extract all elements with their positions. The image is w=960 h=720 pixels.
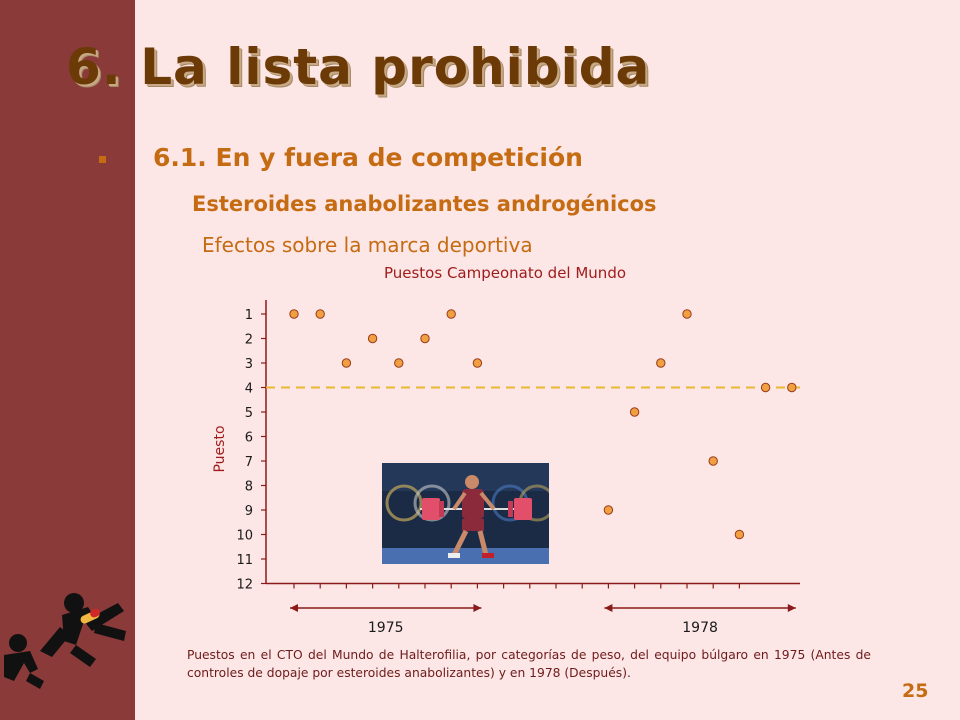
y-tick-label: 3 bbox=[245, 357, 253, 372]
chart-title: Puestos Campeonato del Mundo bbox=[384, 264, 626, 282]
data-point-1975 bbox=[315, 309, 325, 319]
data-point-1975 bbox=[420, 333, 430, 344]
data-point-1975 bbox=[289, 309, 299, 319]
data-point-1975 bbox=[472, 358, 483, 368]
data-point-1978 bbox=[629, 407, 640, 417]
arrow-right-icon bbox=[473, 604, 482, 612]
data-point-1975 bbox=[367, 333, 378, 344]
chart-caption: Puestos en el CTO del Mundo de Halterofi… bbox=[187, 648, 871, 680]
data-point-1978 bbox=[682, 309, 692, 319]
group-label: 1978 bbox=[682, 620, 718, 636]
y-tick-label: 4 bbox=[245, 382, 253, 397]
y-tick-label: 6 bbox=[245, 431, 253, 446]
bullet-icon bbox=[99, 156, 106, 163]
effects-heading: Efectos sobre la marca deportiva bbox=[202, 233, 533, 257]
y-tick-label: 12 bbox=[236, 578, 253, 593]
data-point-1978 bbox=[603, 505, 614, 515]
data-point-1978 bbox=[787, 382, 797, 393]
page-title: 6. La lista prohibida bbox=[66, 38, 651, 96]
data-point-1978 bbox=[760, 382, 771, 393]
anti-doping-logo bbox=[4, 593, 126, 689]
y-tick-label: 2 bbox=[245, 333, 253, 348]
data-point-1978 bbox=[656, 358, 666, 368]
data-point-1978 bbox=[708, 456, 718, 466]
topic-heading: Esteroides anabolizantes androgénicos bbox=[192, 192, 657, 216]
y-tick-label: 9 bbox=[245, 504, 253, 519]
y-tick-label: 10 bbox=[236, 529, 253, 544]
y-tick-label: 1 bbox=[245, 308, 253, 323]
data-point-1975 bbox=[446, 309, 456, 319]
weightlifter-photo bbox=[382, 463, 549, 564]
y-tick-label: 11 bbox=[236, 553, 253, 568]
arrow-right-icon bbox=[787, 604, 796, 612]
y-axis-label: Puesto bbox=[212, 425, 228, 472]
section-subtitle: 6.1. En y fuera de competición bbox=[153, 143, 583, 172]
group-label: 1975 bbox=[368, 620, 404, 636]
y-tick-label: 5 bbox=[245, 406, 253, 421]
data-point-1975 bbox=[341, 358, 352, 368]
arrow-left-icon bbox=[290, 604, 298, 612]
page-number: 25 bbox=[902, 680, 929, 702]
data-point-1978 bbox=[734, 529, 745, 540]
data-point-1975 bbox=[394, 358, 404, 368]
arrow-left-icon bbox=[604, 604, 613, 612]
y-tick-label: 8 bbox=[245, 480, 253, 495]
y-tick-label: 7 bbox=[245, 455, 253, 470]
